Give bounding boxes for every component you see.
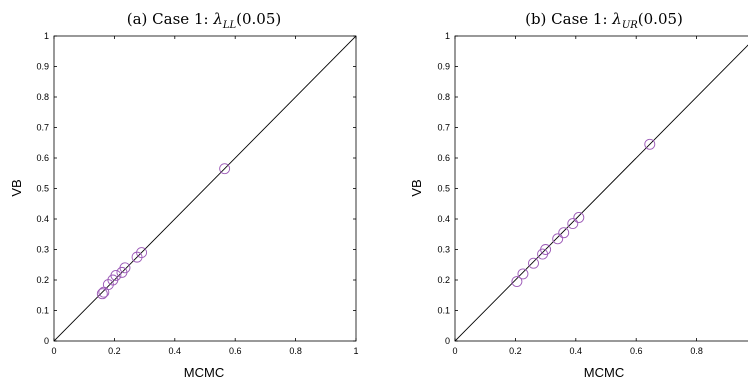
- panel-a-ytick-label: 0.2: [36, 275, 49, 285]
- panel-b-ytick-label: 0: [445, 336, 450, 346]
- panel-b-title-subscript: UR: [622, 20, 638, 31]
- panel-b: (b) Case 1: λUR(0.05) MCMC VB 0 0.2 0.4 0.6…: [409, 10, 748, 380]
- panel-b-point-9: [644, 138, 656, 150]
- panel-b-point-6: [558, 227, 570, 239]
- panel-a-xtick-label: 0.6: [229, 346, 242, 356]
- panel-b-point-5: [552, 233, 564, 245]
- panel-a-title-prefix: (a) Case 1:: [127, 10, 214, 28]
- panel-b-title-prefix: (b) Case 1:: [525, 10, 612, 28]
- panel-a-ytick-label: 0.8: [36, 92, 49, 102]
- panel-a-title: (a) Case 1: λLL(0.05): [127, 10, 281, 31]
- panel-a-title-suffix: (0.05): [236, 10, 281, 28]
- panel-a-point-8: [136, 247, 148, 259]
- panel-b-ytick-label: 0.4: [437, 214, 450, 224]
- panel-a-ylabel: VB: [9, 179, 24, 196]
- panel-b-point-7: [567, 218, 579, 230]
- panel-b-ytick-label: 1: [445, 31, 450, 41]
- panel-b-ytick-label: 0.3: [437, 245, 450, 255]
- panel-b-xtick-label: 0.6: [630, 346, 643, 356]
- panel-b-point-2: [528, 257, 539, 269]
- panel-b-point-1: [517, 268, 529, 280]
- panel-b-reference-line: [455, 44, 748, 341]
- panel-a: (a) Case 1: λLL(0.05) MCMC VB 0 0.2 0.4 0.6…: [9, 10, 359, 380]
- panel-a-title-symbol: λ: [212, 10, 223, 28]
- panel-a-xlabel: MCMC: [184, 365, 224, 380]
- panel-a-xtick-label: 1: [353, 346, 358, 356]
- panel-a-ytick-label: 0: [44, 336, 49, 346]
- panel-b-xtick-label: 0.8: [690, 346, 703, 356]
- panel-b-point-4: [540, 244, 552, 255]
- panel-b-point-0: [511, 276, 523, 287]
- panel-a-ytick-label: 0.5: [36, 184, 49, 194]
- panel-b-axes-box: [454, 35, 748, 342]
- panel-b-ytick-label: 0.6: [437, 153, 450, 163]
- panel-a-xtick-label: 0: [51, 346, 56, 356]
- panel-a-ytick-label: 1: [44, 31, 49, 41]
- panel-b-title-suffix: (0.05): [638, 10, 683, 28]
- panel-a-xtick-label: 0.2: [108, 346, 121, 356]
- panel-a-ytick-label: 0.1: [36, 306, 49, 316]
- panel-b-xtick-label: 0: [452, 346, 457, 356]
- panel-b-xtick-label: 0.4: [570, 346, 583, 356]
- panel-b-ytick-label: 0.5: [437, 184, 450, 194]
- panel-b-ytick-label: 0.1: [437, 306, 450, 316]
- panel-a-xtick-label: 0.4: [169, 346, 182, 356]
- panel-b-ylabel: VB: [409, 179, 424, 196]
- panel-a-point-9: [219, 163, 231, 175]
- panel-b-xtick-label: 0.2: [509, 346, 522, 356]
- panel-b-xlabel: MCMC: [584, 365, 624, 380]
- panel-a-point-4: [110, 269, 122, 281]
- panel-a-point-0: [96, 288, 108, 300]
- panel-a-ytick-label: 0.3: [36, 245, 49, 255]
- panel-a-ytick-label: 0.7: [36, 123, 49, 133]
- panel-b-ytick-label: 0.7: [437, 123, 450, 133]
- panel-a-xtick-label: 0.8: [289, 346, 302, 356]
- panel-a-ytick-label: 0.4: [36, 214, 49, 224]
- panel-a-reference-line: [54, 36, 356, 341]
- panel-a-ytick-label: 0.9: [36, 62, 49, 72]
- panel-b-ytick-label: 0.2: [437, 275, 450, 285]
- panel-b-ytick-label: 0.8: [437, 92, 450, 102]
- panel-b-title-symbol: λ: [611, 10, 622, 28]
- panel-a-ytick-label: 0.6: [36, 153, 49, 163]
- panel-b-point-8: [573, 212, 585, 223]
- panel-b-title: (b) Case 1: λUR(0.05): [525, 10, 683, 31]
- panel-b-ytick-label: 0.9: [437, 62, 450, 72]
- panel-a-point-6: [119, 262, 131, 274]
- panel-a-title-subscript: LL: [222, 20, 237, 31]
